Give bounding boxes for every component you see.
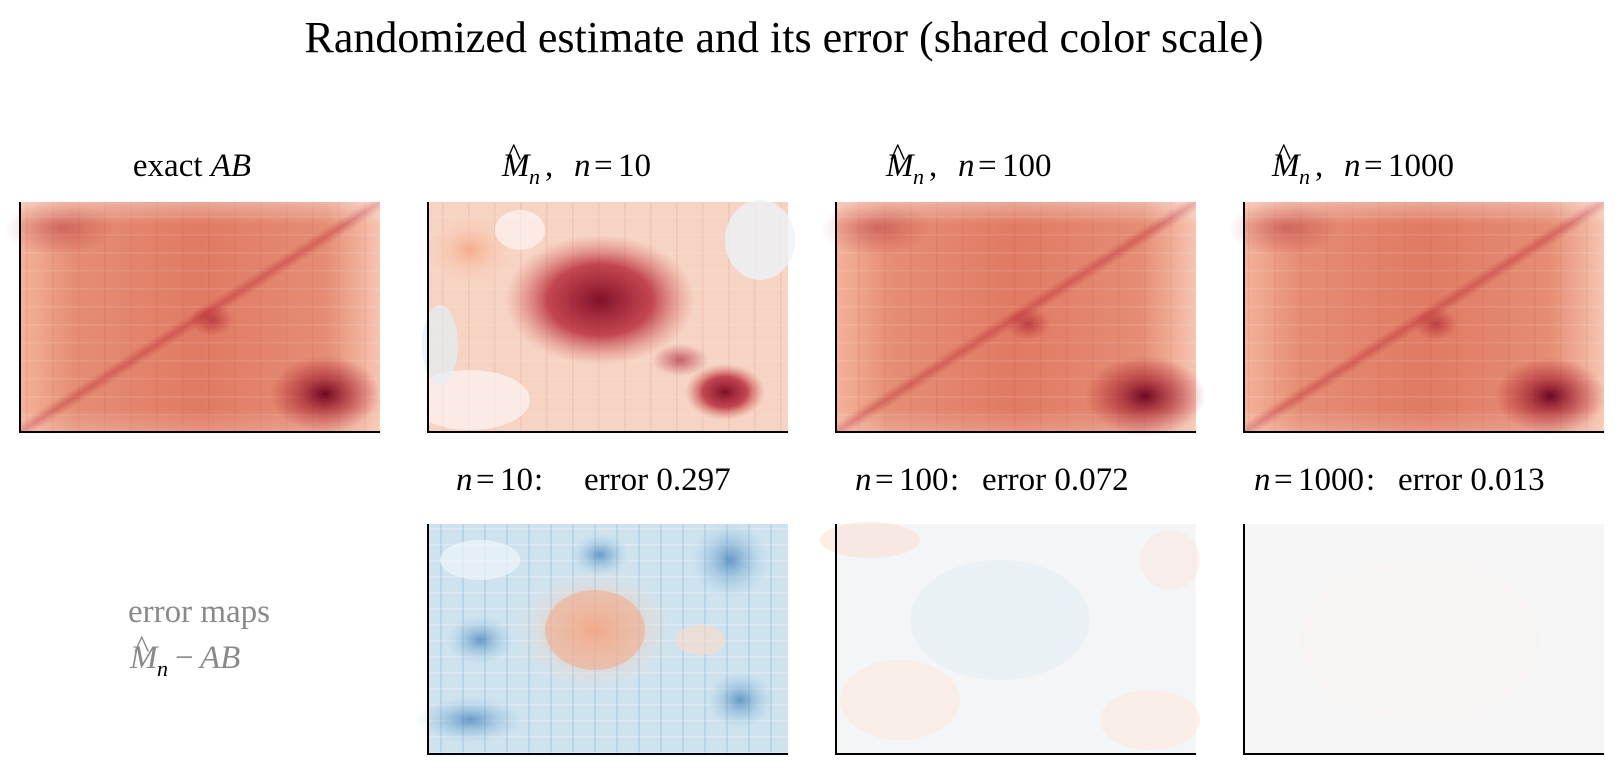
svg-text:M: M (885, 148, 915, 184)
heatmap-est10 (410, 200, 795, 433)
errormap-n1000 (1243, 524, 1604, 755)
svg-text:n: n (1344, 148, 1361, 184)
svg-text:n: n (958, 148, 975, 184)
svg-text::: : (534, 462, 543, 498)
svg-text:=: = (978, 148, 997, 184)
svg-text:10: 10 (618, 148, 651, 184)
svg-text:=: = (594, 148, 613, 184)
row-label-line1: error maps (128, 594, 270, 630)
svg-text:=: = (875, 462, 894, 498)
svg-text:^: ^ (134, 630, 150, 666)
svg-text::: : (1366, 462, 1375, 498)
svg-text:M: M (129, 640, 159, 676)
svg-text:n: n (855, 462, 872, 498)
svg-text:1000: 1000 (1298, 462, 1364, 498)
svg-text:n: n (913, 164, 924, 189)
errormap-n10 (415, 520, 788, 755)
svg-text:=: = (476, 462, 495, 498)
svg-text:error 0.013: error 0.013 (1398, 462, 1545, 498)
panel-title-exact: exact AB (133, 148, 251, 184)
row-label-line2: M ^ n − AB (129, 630, 240, 681)
svg-text:M: M (501, 148, 531, 184)
svg-text:,: , (545, 148, 553, 184)
svg-text::: : (950, 462, 959, 498)
svg-text:=: = (1364, 148, 1383, 184)
svg-text:n: n (574, 148, 591, 184)
svg-text:n: n (456, 462, 473, 498)
svg-text:1000: 1000 (1388, 148, 1454, 184)
svg-text:n: n (1254, 462, 1271, 498)
svg-text:,: , (929, 148, 937, 184)
svg-text:^: ^ (506, 138, 522, 174)
svg-text:error 0.072: error 0.072 (982, 462, 1129, 498)
svg-text:AB: AB (198, 640, 240, 676)
svg-text:M: M (1271, 148, 1301, 184)
figure-title: Randomized estimate and its error (share… (304, 13, 1263, 62)
heatmap-exact (5, 200, 380, 433)
panel-title-est10: M ^ n , n = 10 (501, 138, 651, 189)
heatmap-est100 (821, 200, 1205, 436)
svg-text:^: ^ (890, 138, 906, 174)
panel-title-est100: M ^ n , n = 100 (885, 138, 1052, 189)
svg-text:,: , (1315, 148, 1323, 184)
svg-text:^: ^ (1276, 138, 1292, 174)
errormap-n100 (820, 522, 1200, 755)
panel-title-est1000: M ^ n , n = 1000 (1271, 138, 1454, 189)
svg-text:n: n (157, 656, 168, 681)
svg-text:=: = (1274, 462, 1293, 498)
svg-text:−: − (175, 640, 194, 676)
svg-text:100: 100 (1002, 148, 1052, 184)
heatmap-est1000 (1229, 200, 1605, 434)
svg-text:10: 10 (500, 462, 533, 498)
svg-text:n: n (529, 164, 540, 189)
svg-text:error 0.297: error 0.297 (584, 462, 731, 498)
panel-title-err1000: n = 1000 : error 0.013 (1254, 462, 1545, 498)
svg-text:100: 100 (899, 462, 949, 498)
panel-title-err100: n = 100 : error 0.072 (855, 462, 1129, 498)
panel-title-err10: n = 10 : error 0.297 (456, 462, 731, 498)
svg-text:n: n (1299, 164, 1310, 189)
